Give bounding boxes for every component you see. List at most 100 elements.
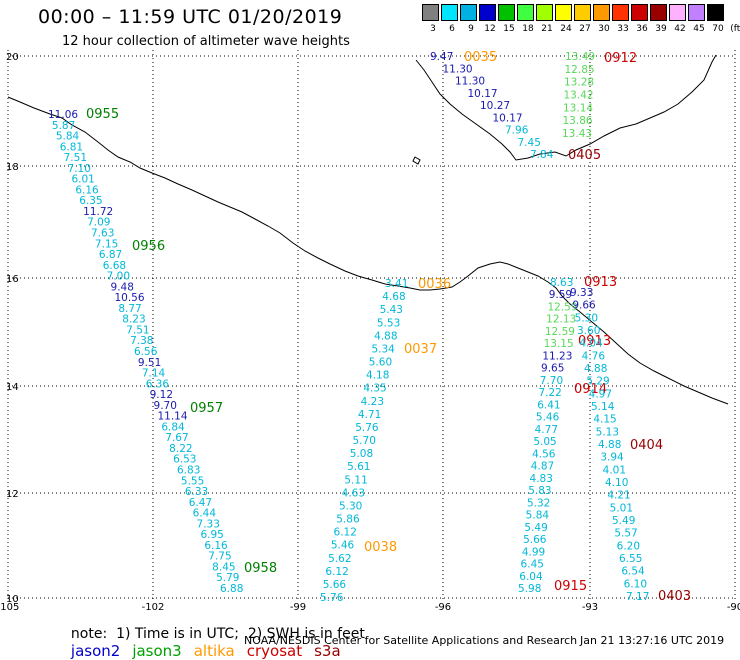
- wave-height-value: 4.88: [598, 439, 621, 451]
- wave-height-value: 7.67: [165, 432, 188, 444]
- lon-label: -105: [0, 602, 19, 613]
- color-scale-swatch: [650, 4, 667, 21]
- wave-height-value: 11.30: [443, 63, 473, 75]
- legend-satellite-altika: altika: [193, 642, 235, 660]
- wave-height-value: 6.12: [334, 527, 357, 539]
- wave-height-value: 5.29: [586, 376, 609, 388]
- color-scale-label: 33: [617, 24, 629, 34]
- wave-height-value: 4.21: [607, 490, 630, 502]
- page-title: 00:00 – 11:59 UTC 01/20/2019: [38, 6, 343, 28]
- time-label: 0957: [190, 401, 223, 416]
- wave-height-value: 5.11: [344, 474, 367, 486]
- wave-height-value: 5.76: [320, 592, 344, 604]
- wave-height-value: 4.23: [361, 396, 384, 408]
- legend-note: note: 1) Time is in UTC; 2) SWH is in fe…: [70, 626, 365, 642]
- wave-height-value: 7.14: [142, 368, 166, 380]
- wave-height-value: 11.72: [83, 206, 113, 218]
- wave-height-value: 7.33: [197, 518, 220, 530]
- wave-height-value: 6.20: [617, 540, 640, 552]
- time-label: 0035: [464, 50, 497, 65]
- color-scale-label: 24: [560, 24, 572, 34]
- wave-height-value: 3.60: [577, 325, 600, 337]
- color-scale-label: 36: [636, 24, 648, 34]
- color-scale-label: 18: [522, 24, 534, 34]
- wave-height-value: 9.48: [111, 281, 134, 293]
- wave-height-value: 5.84: [526, 510, 550, 522]
- wave-height-value: 12.59: [545, 326, 575, 338]
- wave-height-value: 7.84: [530, 149, 554, 161]
- wave-height-value: 4.99: [522, 546, 545, 558]
- wave-height-value: 8.77: [118, 303, 141, 315]
- coastline-gulf: [415, 54, 717, 161]
- wave-height-value: 11.14: [157, 411, 187, 423]
- wave-height-value: 5.60: [369, 357, 392, 369]
- color-scale-swatch: [555, 4, 572, 21]
- wave-height-value: 10.17: [493, 112, 523, 124]
- wave-height-value: 4.88: [374, 330, 397, 342]
- coastline-island: [412, 156, 421, 165]
- time-label: 0914: [574, 382, 607, 397]
- wave-height-value: 6.35: [79, 195, 102, 207]
- time-label: 0405: [568, 148, 601, 163]
- lat-lon-grid: -105 -102 -99 -96 -93 -90 20 18 16 14 12 10: [0, 50, 740, 613]
- wave-height-value: 6.36: [146, 378, 170, 390]
- color-scale-label: 9: [468, 24, 474, 34]
- color-scale-label: (ft): [730, 24, 740, 34]
- wave-height-value: 7.70: [540, 375, 563, 387]
- wave-height-value: 5.53: [377, 317, 400, 329]
- wave-height-value: 5.66: [323, 579, 347, 591]
- wave-height-value: 7.51: [126, 324, 149, 336]
- wave-height-value: 5.57: [614, 528, 637, 540]
- wave-height-value: 7.63: [91, 228, 114, 240]
- wave-height-value: 10.17: [468, 88, 498, 100]
- color-scale-swatch: [498, 4, 515, 21]
- wave-height-value: 5.70: [353, 435, 376, 447]
- color-scale-label: 21: [541, 24, 553, 34]
- wave-height-value: 5.76: [355, 422, 379, 434]
- wave-height-value: 6.84: [161, 421, 185, 433]
- wave-height-value: 7.96: [505, 125, 529, 137]
- lat-label: 14: [6, 382, 19, 393]
- lat-label: 16: [6, 274, 19, 285]
- wave-height-value: 6.16: [204, 540, 228, 552]
- wave-height-value: 7.15: [95, 238, 118, 250]
- legend-satellite-jason3: jason3: [132, 642, 182, 660]
- time-label: 0038: [364, 540, 397, 555]
- wave-height-value: 5.83: [528, 485, 551, 497]
- wave-height-value: 13.14: [563, 102, 593, 114]
- wave-height-value: 5.32: [527, 497, 550, 509]
- color-scale-label: 12: [484, 24, 496, 34]
- wave-height-value: 7.45: [518, 137, 541, 149]
- color-scale-label: 30: [598, 24, 610, 34]
- wave-height-value: 4.76: [582, 350, 606, 362]
- wave-height-value: 6.83: [177, 465, 200, 477]
- color-scale-swatch: [441, 4, 458, 21]
- wave-height-value: 12.85: [565, 64, 595, 76]
- coastline: [7, 54, 729, 405]
- wave-height-value: 5.30: [339, 500, 362, 512]
- wave-height-value: 6.88: [220, 583, 243, 595]
- wave-height-value: 13.86: [563, 115, 593, 127]
- color-scale-swatch: [460, 4, 477, 21]
- wave-height-value: 4.87: [531, 461, 554, 473]
- wave-height-value: 5.98: [518, 583, 541, 595]
- color-scale-label: 39: [655, 24, 667, 34]
- wave-height-value: 5.01: [610, 502, 633, 514]
- wave-height-value: 13.42: [564, 90, 594, 102]
- wave-height-value: 5.08: [350, 448, 373, 460]
- lon-label: -93: [582, 602, 598, 613]
- wave-height-value: 7.10: [68, 163, 91, 175]
- wave-height-value: 9.12: [150, 389, 173, 401]
- wave-height-value: 5.87: [52, 120, 75, 132]
- wave-height-value: 6.10: [624, 578, 647, 590]
- wave-height-value: 4.83: [530, 473, 553, 485]
- wave-height-value: 5.14: [591, 401, 615, 413]
- wave-height-value: 7.51: [64, 152, 87, 164]
- color-scale-label: 42: [674, 24, 686, 34]
- wave-height-value: 6.01: [71, 174, 94, 186]
- wave-height-value: 5.84: [56, 131, 80, 143]
- wave-height-value: 9.59: [549, 289, 572, 301]
- wave-height-value: 6.68: [103, 260, 126, 272]
- wave-height-value: 5.79: [216, 572, 239, 584]
- wave-height-value: 6.47: [189, 497, 212, 509]
